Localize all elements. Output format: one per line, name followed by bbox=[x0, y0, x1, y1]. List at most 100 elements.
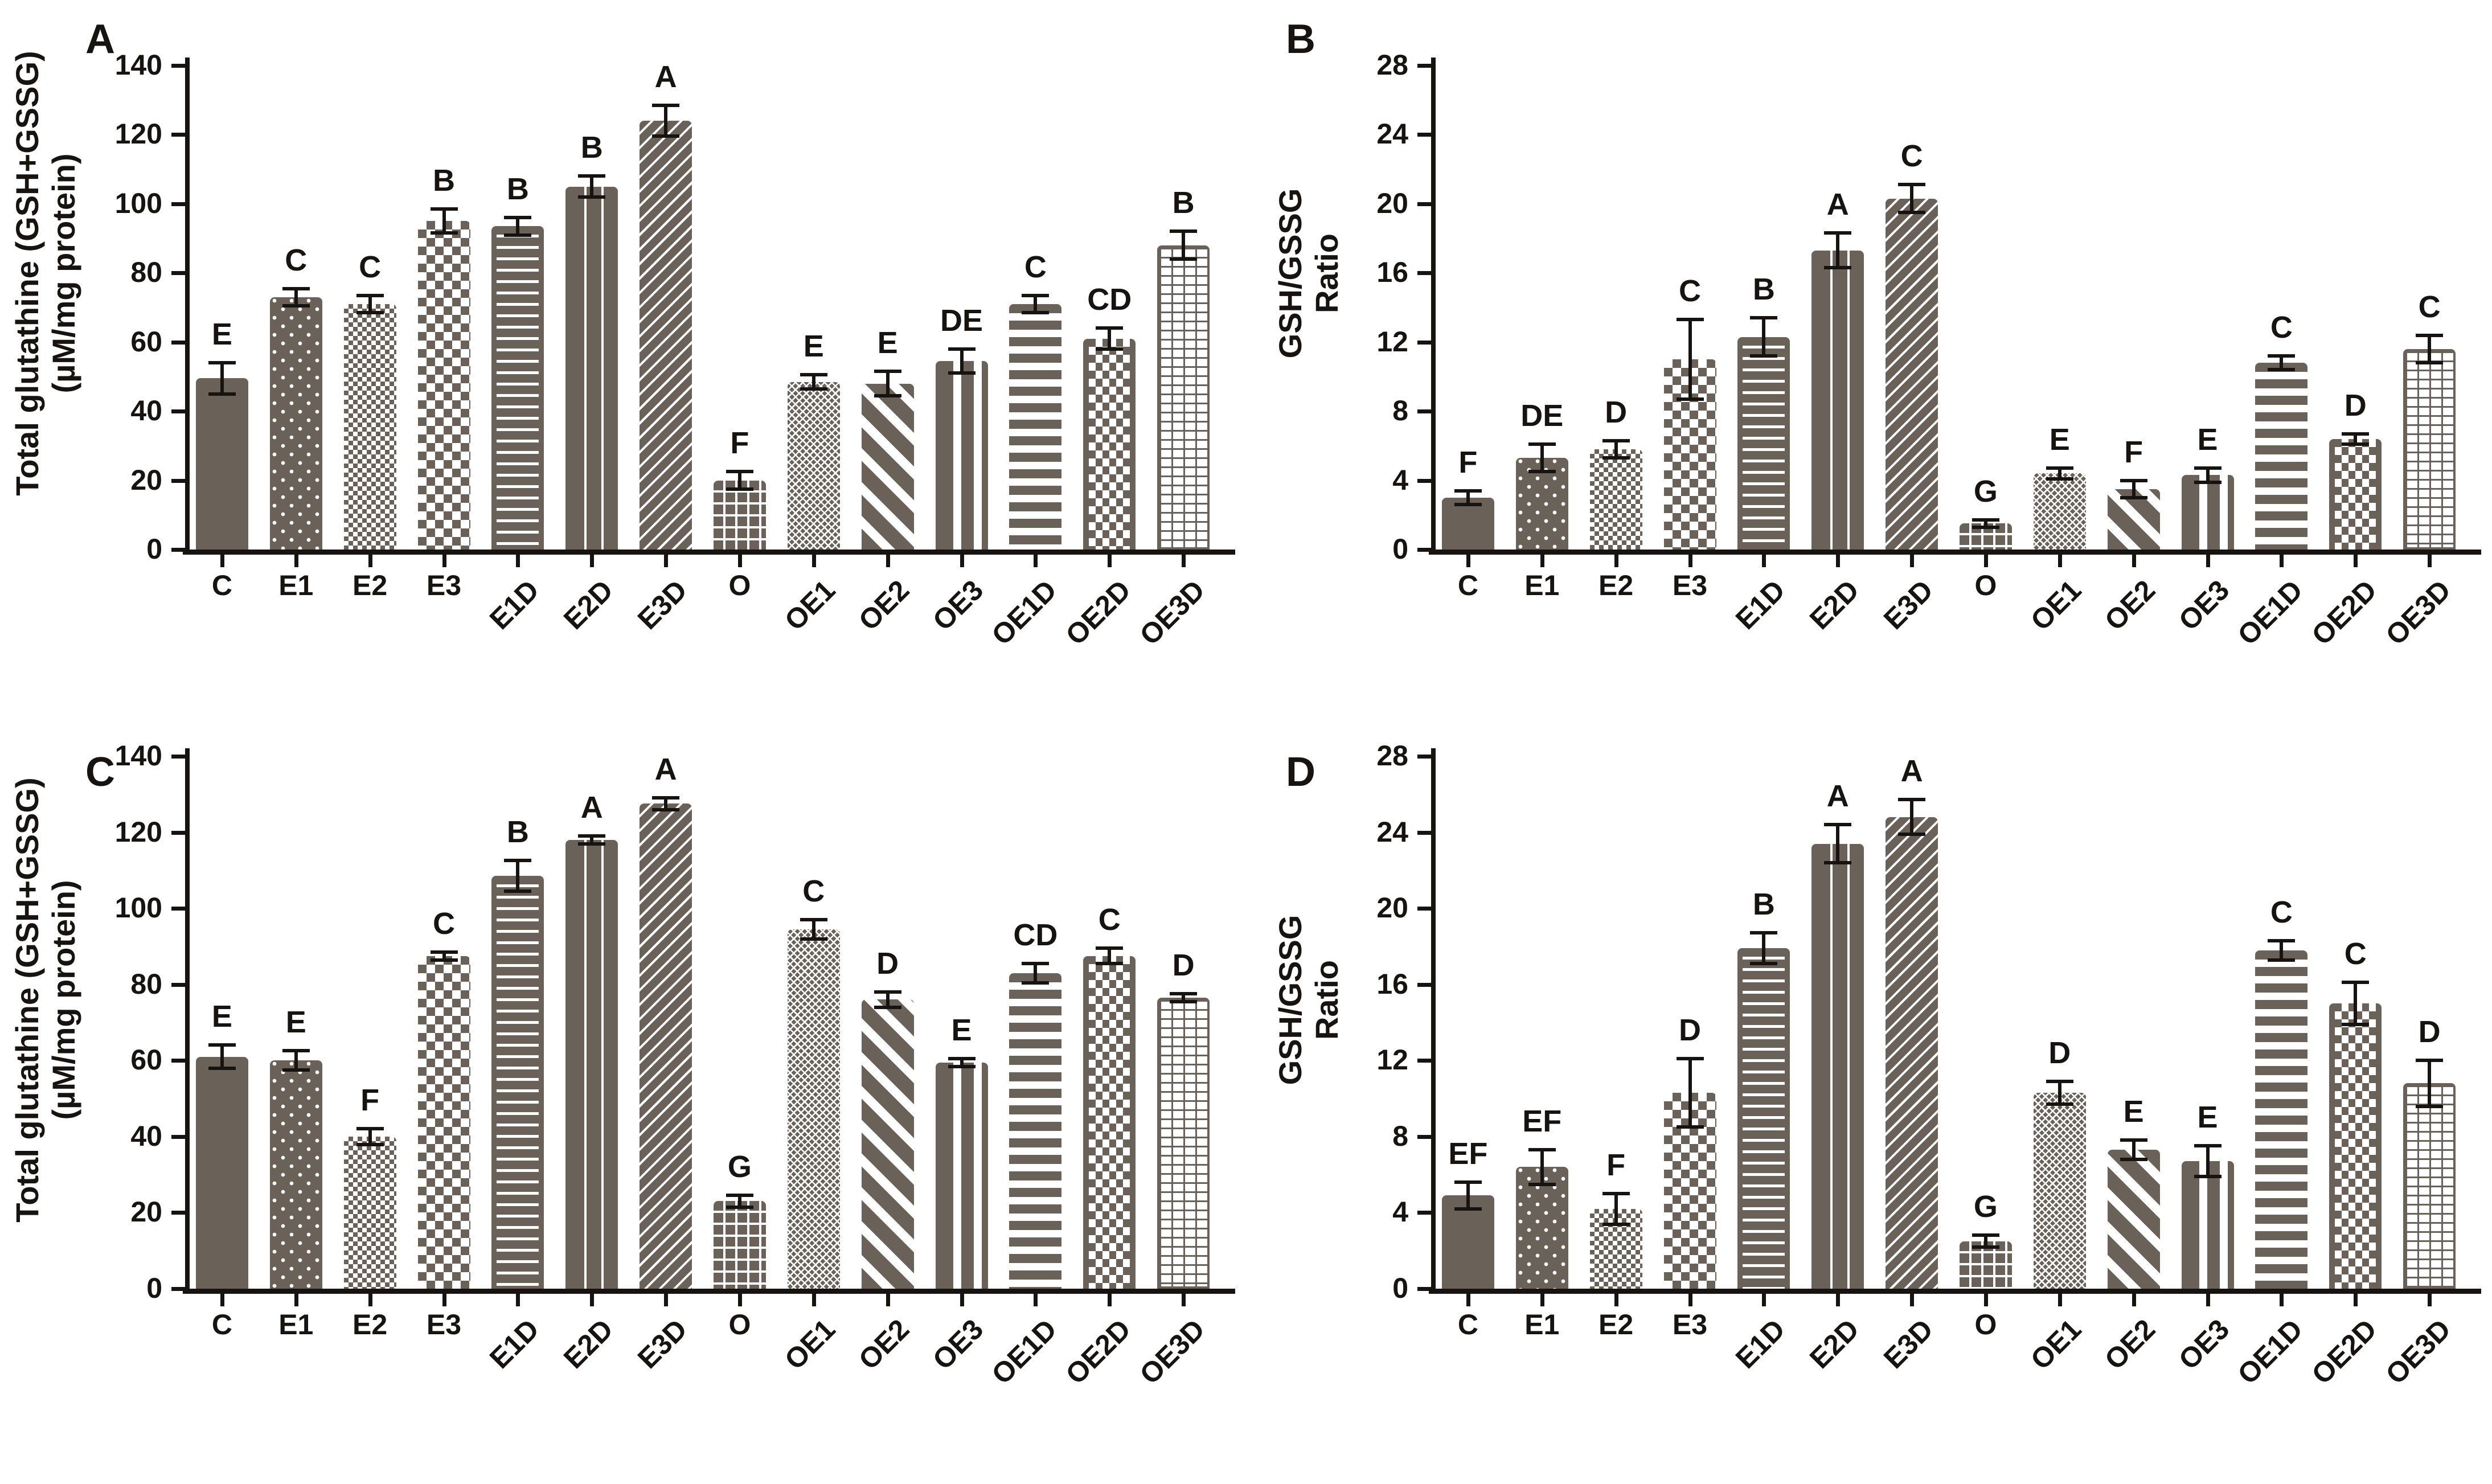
error-bar-bottom-cap bbox=[800, 937, 827, 941]
y-tick-label: 4 bbox=[1392, 1196, 1408, 1228]
y-tick-mark bbox=[1417, 478, 1431, 483]
error-bar-top-cap bbox=[1096, 326, 1124, 330]
panel-D: D GSH/GSSG Ratio 0 4 8 12 16 20 24 28 EF C EF E1 F E2 D E3… bbox=[1246, 740, 2492, 1484]
significance-letter: C bbox=[2344, 937, 2367, 971]
significance-letter: C bbox=[285, 243, 308, 277]
error-bar-top-cap bbox=[800, 917, 827, 921]
x-tick-label: E1 bbox=[278, 1309, 314, 1340]
x-tick-mark bbox=[1688, 555, 1692, 567]
error-bar-top-cap bbox=[1602, 438, 1630, 442]
y-tick-mark bbox=[1417, 1287, 1431, 1291]
significance-letter: DE bbox=[1520, 398, 1564, 433]
error-bar-stem bbox=[2354, 981, 2358, 1027]
error-bar-top-cap bbox=[504, 216, 532, 220]
error-bar-bottom-cap bbox=[1022, 311, 1050, 315]
significance-letter: B bbox=[433, 163, 455, 198]
error-bar bbox=[1972, 1233, 1999, 1249]
error-bar-top-cap bbox=[2342, 981, 2370, 985]
y-tick-label: 24 bbox=[1376, 815, 1408, 848]
error-bar-top-cap bbox=[948, 347, 976, 351]
error-bar-top-cap bbox=[282, 286, 310, 290]
error-bar-bottom-cap bbox=[652, 134, 680, 138]
x-axis-line bbox=[1429, 550, 2481, 555]
y-tick-label: 20 bbox=[130, 464, 162, 496]
y-axis-line bbox=[1431, 748, 1436, 1293]
significance-letter: C bbox=[802, 874, 825, 908]
error-bar bbox=[1022, 961, 1050, 985]
y-axis-title-line: GSH/GSSG bbox=[1272, 915, 1308, 1085]
error-bar-stem bbox=[442, 950, 446, 962]
x-tick-label: E3 bbox=[426, 569, 462, 601]
error-bar-top-cap bbox=[2046, 466, 2073, 470]
error-bar-bottom-cap bbox=[2342, 442, 2370, 446]
significance-letter: CD bbox=[1087, 282, 1132, 317]
x-tick-mark bbox=[368, 555, 372, 567]
error-bar bbox=[2194, 466, 2222, 484]
significance-letter: B bbox=[1752, 272, 1775, 307]
significance-letter: F bbox=[730, 426, 749, 461]
significance-letter: G bbox=[1973, 474, 1998, 509]
x-tick-mark bbox=[1762, 1294, 1766, 1306]
error-bar-bottom-cap bbox=[1676, 397, 1704, 401]
y-tick-label: 40 bbox=[130, 395, 162, 427]
error-bar-bottom-cap bbox=[2342, 1023, 2370, 1027]
x-tick-mark bbox=[2206, 1294, 2210, 1306]
y-tick-label: 28 bbox=[1376, 740, 1408, 772]
y-tick-mark bbox=[171, 409, 185, 414]
significance-letter: A bbox=[1900, 754, 1923, 789]
bar-OE2D-pattern-v-dash-icon bbox=[2329, 1003, 2382, 1289]
bar-E2-pattern-checker-fine-icon bbox=[1589, 449, 1642, 550]
y-tick-mark bbox=[1417, 1134, 1431, 1139]
x-tick-mark bbox=[2428, 1294, 2432, 1306]
bar-OE3-pattern-v-stripe-icon bbox=[935, 1062, 988, 1289]
error-bar bbox=[208, 361, 236, 396]
error-bar bbox=[874, 990, 901, 1010]
error-bar-bottom-cap bbox=[1022, 981, 1050, 985]
error-bar-bottom-cap bbox=[2268, 958, 2296, 962]
error-bar-stem bbox=[886, 370, 890, 397]
bar-E1D-pattern-h-dash-icon bbox=[491, 226, 544, 550]
error-bar-stem bbox=[2206, 466, 2210, 484]
bar-E1-pattern-dots-icon bbox=[269, 297, 322, 550]
error-bar bbox=[1824, 231, 1852, 270]
x-tick-mark bbox=[1762, 555, 1766, 567]
bar-E1-pattern-dots-icon bbox=[1515, 1167, 1568, 1289]
significance-letter: E bbox=[2049, 423, 2070, 457]
y-tick-label: 80 bbox=[130, 256, 162, 289]
significance-letter: E bbox=[2197, 423, 2218, 457]
error-bar-bottom-cap bbox=[2194, 1175, 2222, 1179]
error-bar-stem bbox=[1034, 293, 1038, 315]
error-bar-top-cap bbox=[282, 1049, 310, 1053]
significance-letter: D bbox=[876, 946, 899, 981]
error-bar bbox=[1096, 326, 1124, 351]
significance-letter: A bbox=[580, 790, 603, 825]
error-bar bbox=[578, 174, 606, 199]
significance-letter: F bbox=[360, 1083, 380, 1118]
error-bar-top-cap bbox=[2194, 1144, 2222, 1148]
error-bar-stem bbox=[886, 990, 890, 1010]
x-tick-mark bbox=[1540, 555, 1544, 567]
x-tick-mark bbox=[1688, 1294, 1692, 1306]
error-bar-top-cap bbox=[1528, 1147, 1556, 1151]
bar-E1D-pattern-h-dash-icon bbox=[1737, 948, 1790, 1289]
error-bar-stem bbox=[590, 834, 594, 846]
error-bar bbox=[726, 1194, 753, 1209]
x-tick-label: E2 bbox=[353, 1309, 388, 1340]
significance-letter: B bbox=[506, 815, 529, 850]
error-bar-top-cap bbox=[1602, 1191, 1630, 1195]
error-bar-bottom-cap bbox=[430, 231, 458, 235]
error-bar-top-cap bbox=[578, 174, 606, 178]
error-bar-top-cap bbox=[2194, 466, 2222, 470]
error-bar-stem bbox=[2280, 938, 2284, 962]
error-bar-top-cap bbox=[726, 470, 753, 474]
error-bar-bottom-cap bbox=[356, 311, 384, 315]
x-tick-mark bbox=[516, 1294, 520, 1306]
x-tick-mark bbox=[442, 1294, 446, 1306]
error-bar bbox=[948, 1056, 976, 1068]
bar-OE1D-pattern-h-stripe-icon bbox=[2255, 363, 2308, 550]
error-bar bbox=[652, 796, 680, 811]
bar-OE2D-pattern-v-dash-icon bbox=[1083, 956, 1136, 1289]
y-tick-label: 80 bbox=[130, 968, 162, 1000]
error-bar-bottom-cap bbox=[1750, 962, 1778, 966]
error-bar bbox=[1528, 1147, 1556, 1186]
